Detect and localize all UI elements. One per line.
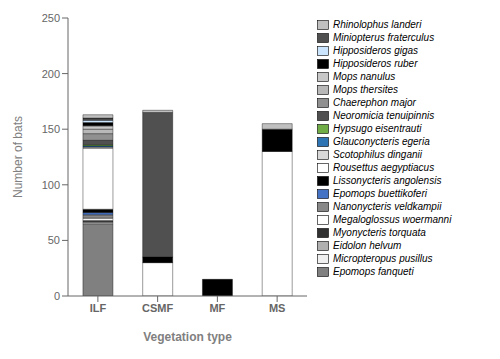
svg-text:0: 0	[54, 290, 60, 302]
html-text:Epomops fanqueti: Epomops fanqueti	[333, 266, 414, 277]
html-text:Hipposideros gigas: Hipposideros gigas	[333, 45, 419, 56]
html-text:Eidolon helvum: Eidolon helvum	[333, 240, 402, 251]
svg-text:MS: MS	[269, 302, 286, 314]
html-text:Rhinolophus landeri: Rhinolophus landeri	[333, 19, 422, 30]
svg-text:200: 200	[42, 68, 60, 80]
html-text:Miniopterus fraterculus: Miniopterus fraterculus	[333, 32, 435, 43]
svg-text:Number of bats: Number of bats	[11, 116, 25, 198]
html-text:Nanonycteris veldkampii: Nanonycteris veldkampii	[333, 201, 442, 212]
html-text:Lissonycteris angolensis: Lissonycteris angolensis	[333, 175, 442, 186]
html-text:Neoromicia tenuipinnis: Neoromicia tenuipinnis	[333, 110, 435, 121]
html-text:Chaerephon major: Chaerephon major	[333, 97, 416, 108]
svg-text:MF: MF	[209, 302, 225, 314]
html-text:Hipposideros ruber: Hipposideros ruber	[333, 58, 418, 69]
html-text:Glauconycteris egeria: Glauconycteris egeria	[333, 136, 430, 147]
html-text:Rousettus aegyptiacus: Rousettus aegyptiacus	[333, 162, 435, 173]
html-text:Mops thersites: Mops thersites	[333, 84, 398, 95]
html-text:Micropteropus pusillus: Micropteropus pusillus	[333, 253, 433, 264]
svg-text:50: 50	[48, 234, 60, 246]
svg-text:250: 250	[42, 12, 60, 24]
svg-text:150: 150	[42, 123, 60, 135]
svg-text:CSMF: CSMF	[142, 302, 173, 314]
html-text:Megaloglossus woermanni: Megaloglossus woermanni	[333, 214, 452, 225]
html-text:Scotophilus dinganii: Scotophilus dinganii	[333, 149, 422, 160]
html-text:Myonycteris torquata: Myonycteris torquata	[333, 227, 426, 238]
html-text:Hypsugo eisentrauti: Hypsugo eisentrauti	[333, 123, 422, 134]
svg-text:100: 100	[42, 179, 60, 191]
html-text:Epomops buettikoferi: Epomops buettikoferi	[333, 188, 427, 199]
html-text:Mops nanulus: Mops nanulus	[333, 71, 396, 82]
svg-text:ILF: ILF	[90, 302, 107, 314]
svg-text:Vegetation type: Vegetation type	[143, 330, 232, 344]
